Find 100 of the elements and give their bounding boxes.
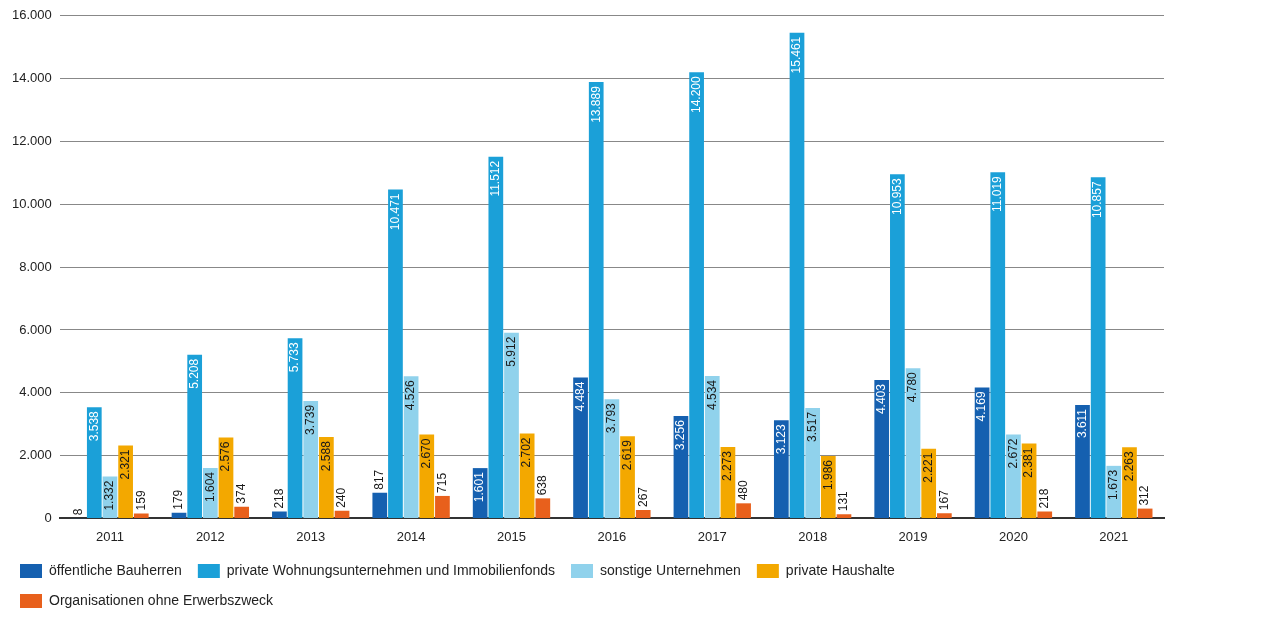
data-label: 3.123 [773, 423, 788, 455]
data-label: 638 [535, 475, 550, 496]
bar [334, 510, 350, 518]
y-tick-label: 10.000 [12, 195, 52, 211]
x-tick-label: 2013 [296, 528, 326, 544]
data-label: 159 [133, 490, 148, 511]
bar [573, 377, 588, 518]
data-label: 2.381 [1021, 447, 1036, 478]
bar [171, 512, 187, 518]
data-label: 5.912 [503, 336, 518, 367]
bar [234, 506, 250, 518]
bar [1137, 508, 1153, 518]
data-label: 3.739 [303, 404, 318, 435]
y-tick-label: 6.000 [19, 321, 52, 337]
data-label: 1.986 [820, 459, 835, 491]
y-tick-label: 4.000 [19, 384, 52, 400]
bar [303, 400, 319, 518]
data-label: 715 [434, 472, 449, 493]
data-label: 2.576 [218, 441, 233, 472]
bar [388, 189, 403, 518]
y-tick-label: 16.000 [12, 7, 52, 23]
data-label: 218 [1037, 488, 1052, 509]
x-tick-label: 2015 [497, 528, 526, 544]
x-tick-label: 2016 [597, 528, 627, 544]
legend-label: sonstige Unternehmen [600, 561, 741, 578]
x-tick-label: 2014 [396, 528, 426, 544]
data-label: 4.780 [905, 371, 920, 403]
legend-label: private Wohnungsunternehmen und Immobilienfonds [226, 561, 556, 578]
data-label: 3.517 [804, 411, 819, 442]
data-label: 480 [735, 479, 750, 501]
bar [435, 495, 450, 518]
data-label: 2.702 [519, 437, 534, 468]
data-label: 4.484 [572, 381, 587, 412]
x-tick-label: 2021 [1099, 528, 1129, 544]
data-label: 1.673 [1106, 469, 1121, 500]
legend-label: öffentliche Bauherren [49, 561, 182, 578]
bar [773, 420, 789, 518]
data-label: 240 [334, 487, 349, 508]
data-label: 11.512 [488, 160, 503, 197]
x-tick-label: 2017 [697, 528, 727, 544]
bar [535, 498, 551, 518]
bar [588, 82, 604, 518]
data-label: 15.461 [789, 36, 804, 74]
data-label: 3.538 [86, 410, 101, 442]
bar [635, 510, 651, 518]
legend-label: Organisationen ohne Erwerbszweck [49, 591, 275, 608]
bar [890, 174, 905, 518]
data-label: 374 [233, 483, 248, 504]
bar [272, 511, 287, 518]
bar [789, 32, 805, 518]
data-label: 131 [836, 490, 851, 512]
data-label: 179 [171, 489, 186, 510]
data-label: 218 [271, 488, 286, 509]
bar [488, 156, 504, 518]
bar [372, 492, 388, 518]
bar [990, 172, 1006, 518]
bar [1006, 434, 1021, 518]
data-label: 8 [70, 508, 85, 516]
data-label: 11.019 [990, 175, 1005, 213]
y-tick-label: 2.000 [19, 447, 52, 463]
data-label: 3.256 [673, 419, 688, 451]
data-label: 2.588 [318, 440, 333, 472]
data-label: 4.534 [704, 379, 719, 411]
bar [504, 332, 519, 518]
data-label: 4.169 [974, 391, 989, 422]
data-label: 10.471 [387, 193, 402, 231]
data-label: 14.200 [688, 76, 703, 114]
x-tick-label: 2011 [95, 528, 124, 544]
bar [1090, 177, 1106, 518]
data-label: 817 [372, 469, 387, 490]
data-label: 2.221 [921, 452, 936, 483]
data-label: 2.273 [720, 450, 735, 482]
bar [1075, 404, 1090, 518]
bar [805, 407, 821, 518]
data-label: 2.672 [1005, 438, 1020, 469]
data-label: 312 [1137, 485, 1152, 506]
data-label: 10.857 [1090, 181, 1105, 219]
data-label: 3.611 [1074, 408, 1089, 439]
data-label: 4.526 [403, 379, 418, 411]
y-tick-label: 14.000 [12, 70, 52, 86]
bar [836, 514, 852, 518]
x-tick-label: 2012 [195, 528, 225, 544]
legend-label: private Haushalte [785, 561, 896, 578]
data-label: 5.208 [186, 358, 201, 389]
bar [1037, 511, 1053, 518]
bar [689, 72, 704, 518]
data-label: 2.321 [117, 449, 132, 480]
data-label: 1.604 [202, 471, 217, 503]
bar [86, 407, 102, 518]
data-label: 4.403 [874, 383, 889, 415]
data-label: 13.889 [588, 85, 603, 123]
data-label: 3.793 [604, 402, 619, 434]
data-label: 2.619 [619, 439, 634, 471]
bar [187, 354, 203, 518]
data-label: 2.670 [419, 438, 434, 469]
bar [519, 433, 535, 518]
bar [133, 513, 149, 518]
data-label: 5.733 [287, 341, 302, 373]
bar [874, 380, 890, 518]
data-label: 267 [635, 486, 650, 508]
